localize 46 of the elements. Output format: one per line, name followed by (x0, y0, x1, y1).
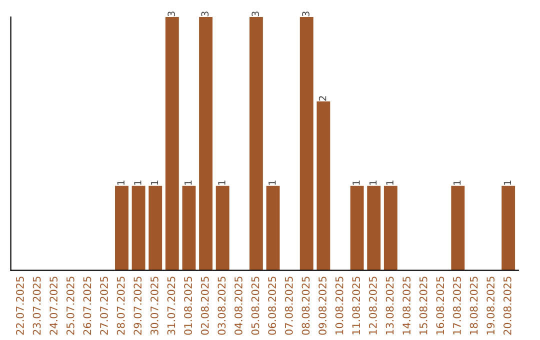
x-tick-label: 10.08.2025 (335, 276, 344, 334)
x-tick-label: 03.08.2025 (218, 276, 226, 335)
data-label: 3 (302, 12, 310, 16)
x-tick-label: 22.07.2025 (16, 276, 24, 335)
x-tick-label: 01.08.2025 (184, 276, 192, 335)
data-label: 1 (352, 180, 360, 185)
x-tick-label: 23.07.2025 (32, 276, 41, 335)
x-tick-label: 02.08.2025 (200, 276, 209, 335)
x-tick-label: 25.07.2025 (66, 276, 74, 335)
data-label: 1 (453, 180, 461, 185)
x-tick-label: 24.07.2025 (50, 276, 58, 335)
data-label: 1 (218, 180, 226, 185)
x-tick-label: 09.08.2025 (318, 276, 326, 335)
data-label: 3 (168, 12, 175, 16)
x-tick-label: 20.08.2025 (503, 276, 512, 335)
x-tick-label: 13.08.2025 (386, 276, 394, 334)
data-label: 1 (134, 180, 142, 185)
x-tick-label: 12.08.2025 (368, 276, 377, 334)
x-tick-label: 26.07.2025 (83, 276, 92, 335)
x-tick-label: 27.07.2025 (100, 276, 108, 335)
data-label: 1 (386, 180, 394, 185)
x-tick-label: 17.08.2025 (453, 276, 461, 334)
data-label: 3 (252, 12, 260, 16)
data-label: 1 (268, 180, 276, 185)
x-tick-label: 18.08.2025 (470, 276, 478, 334)
data-label: 1 (150, 180, 158, 185)
x-tick-label: 31.07.2025 (167, 276, 176, 335)
x-tick-label: 11.08.2025 (352, 276, 360, 334)
x-tick-label: 14.08.2025 (402, 276, 410, 334)
x-tick-label: 19.08.2025 (486, 276, 495, 334)
data-label: 1 (184, 180, 192, 185)
x-tick-label: 29.07.2025 (134, 276, 142, 335)
data-label: 1 (369, 180, 377, 185)
x-tick-label: 05.08.2025 (251, 276, 260, 335)
x-tick-label: 16.08.2025 (436, 276, 444, 334)
data-label: 2 (318, 96, 326, 101)
data-label: 1 (117, 180, 124, 185)
x-tick-label: 08.08.2025 (302, 276, 310, 335)
x-tick-label: 30.07.2025 (150, 276, 158, 335)
data-label: 3 (201, 12, 209, 16)
x-tick-label: 15.08.2025 (419, 276, 428, 334)
x-tick-label: 28.07.2025 (116, 276, 125, 335)
x-tick-label: 07.08.2025 (284, 276, 293, 335)
x-tick-label: 04.08.2025 (234, 276, 242, 335)
data-label: 1 (504, 180, 511, 185)
x-tick-label: 06.08.2025 (268, 276, 276, 335)
